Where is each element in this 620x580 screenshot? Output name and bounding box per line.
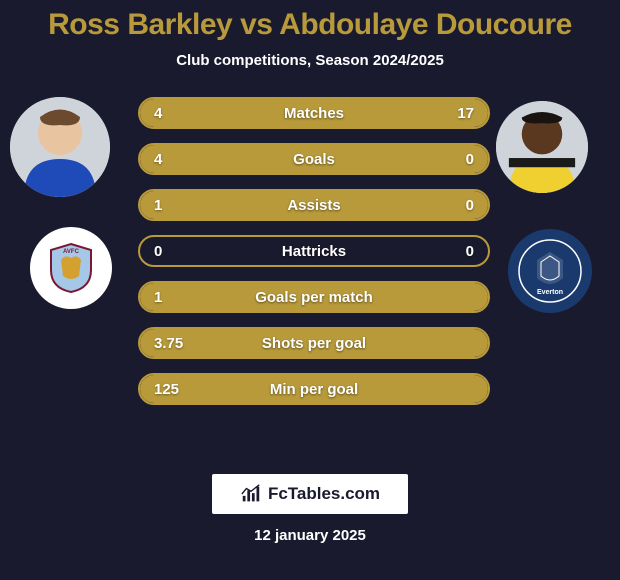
stat-value-left: 4 (154, 105, 162, 122)
stat-label: Min per goal (270, 381, 358, 398)
crest-right-icon: Everton (517, 238, 583, 304)
stat-value-right: 17 (457, 105, 474, 122)
club-right-crest: Everton (508, 229, 592, 313)
site-logo: FcTables.com (212, 474, 408, 514)
crest-left-text: AVFC (63, 249, 80, 255)
chart-icon (240, 483, 262, 505)
stat-row: 4 0 Goals (138, 143, 490, 175)
stat-fill-left (140, 99, 210, 127)
stat-label: Shots per goal (262, 335, 366, 352)
stat-value-left: 125 (154, 381, 179, 398)
player-right-avatar (496, 101, 588, 193)
stat-row: 0 0 Hattricks (138, 235, 490, 267)
stat-row: 4 17 Matches (138, 97, 490, 129)
crest-right-text: Everton (537, 289, 563, 296)
stat-value-left: 0 (154, 243, 162, 260)
stat-value-right: 0 (466, 151, 474, 168)
stat-value-left: 1 (154, 197, 162, 214)
crest-left-icon: AVFC (43, 240, 99, 296)
page-title: Ross Barkley vs Abdoulaye Doucoure (48, 8, 572, 42)
avatar-right-icon (496, 101, 588, 193)
player-left-avatar (10, 97, 110, 197)
stats-list: 4 17 Matches 4 0 Goals 1 0 Assists 0 0 Hattricks 1 Go… (138, 97, 490, 405)
stat-value-left: 3.75 (154, 335, 183, 352)
content-area: AVFC Everton 4 17 Matches 4 0 Goals 1 0 Assists 0… (0, 97, 620, 580)
stat-row: 1 0 Assists (138, 189, 490, 221)
stat-label: Goals per match (255, 289, 373, 306)
stat-fill-right (210, 99, 488, 127)
comparison-card: Ross Barkley vs Abdoulaye Doucoure Club … (0, 0, 620, 580)
avatar-left-icon (10, 97, 110, 197)
stat-label: Hattricks (282, 243, 346, 260)
stat-value-left: 4 (154, 151, 162, 168)
stat-label: Goals (293, 151, 335, 168)
stat-row: 1 Goals per match (138, 281, 490, 313)
shirt-stripe (509, 158, 575, 167)
stat-row: 125 Min per goal (138, 373, 490, 405)
subtitle: Club competitions, Season 2024/2025 (176, 52, 444, 69)
logo-text: FcTables.com (268, 484, 380, 504)
stat-label: Matches (284, 105, 344, 122)
stat-value-right: 0 (466, 197, 474, 214)
stat-label: Assists (287, 197, 340, 214)
stat-value-left: 1 (154, 289, 162, 306)
date-label: 12 january 2025 (254, 527, 366, 544)
stat-row: 3.75 Shots per goal (138, 327, 490, 359)
club-left-crest: AVFC (30, 227, 112, 309)
stat-value-right: 0 (466, 243, 474, 260)
